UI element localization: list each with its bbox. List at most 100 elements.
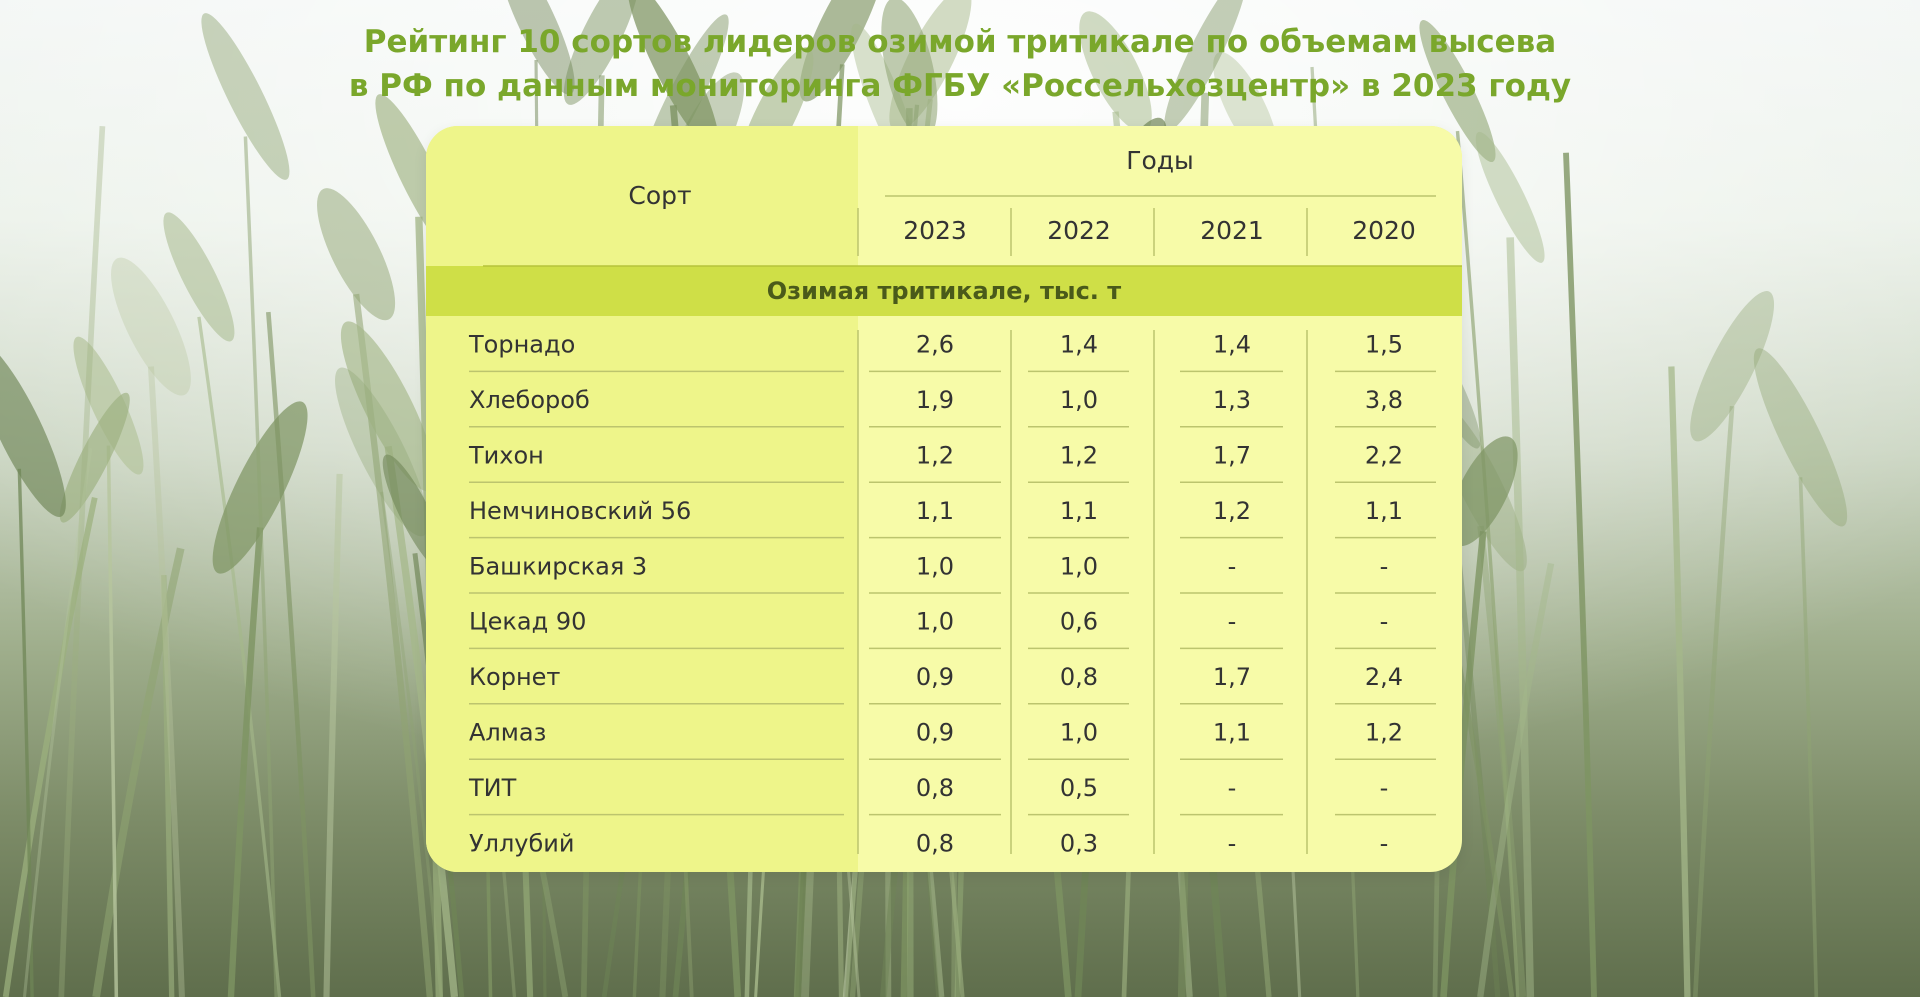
section-band xyxy=(426,266,1462,316)
wheat-stalk xyxy=(1668,366,1691,997)
title-line-2: в РФ по данным мониторинга ФГБУ «Россель… xyxy=(348,68,1572,104)
wheat-stalk xyxy=(384,445,459,997)
table-row: Башкирская 3 1,0 1,0 - - xyxy=(469,552,1436,594)
cell-value-2022: 1,0 xyxy=(1060,552,1098,580)
wheat-ear xyxy=(111,257,191,396)
variety-name: Алмаз xyxy=(469,719,546,747)
cell-value-2021: 1,7 xyxy=(1213,663,1251,691)
cell-value-2023: 1,0 xyxy=(916,552,954,580)
column-header-2023: 2023 xyxy=(903,216,967,245)
wheat-ear xyxy=(1164,0,1247,132)
wheat-stalk xyxy=(106,445,119,997)
section-label: Озимая тритикале, тыс. т xyxy=(767,277,1122,305)
wheat-stalk xyxy=(2,497,98,997)
cell-value-2023: 1,0 xyxy=(916,608,954,636)
wheat-ear xyxy=(317,188,396,321)
cell-value-2020: 3,8 xyxy=(1365,386,1403,414)
table-row: Хлебороб 1,9 1,0 1,3 3,8 xyxy=(469,386,1436,428)
wheat-ear xyxy=(881,0,938,139)
table-row: Корнет 0,9 0,8 1,7 2,4 xyxy=(469,663,1436,705)
column-header-2022: 2022 xyxy=(1047,216,1111,245)
variety-name: Немчиновский 56 xyxy=(469,497,691,525)
ranking-table: Сорт Годы 2023 2022 2021 2020 Озимая тритикале… xyxy=(426,126,1462,872)
cell-value-2021: 1,3 xyxy=(1213,386,1251,414)
page-title: Рейтинг 10 сортов лидеров озимой тритика… xyxy=(0,20,1920,108)
wheat-ear xyxy=(201,13,290,180)
wheat-ear xyxy=(497,0,575,95)
cell-value-2022: 1,0 xyxy=(1060,719,1098,747)
table-canvas: Сорт Годы 2023 2022 2021 2020 Озимая тритикале… xyxy=(426,126,1462,872)
cell-value-2021: - xyxy=(1228,608,1237,636)
variety-name: Корнет xyxy=(469,663,560,691)
cell-value-2023: 1,2 xyxy=(916,442,954,470)
wheat-stalk xyxy=(266,311,316,997)
cell-value-2020: 1,2 xyxy=(1365,719,1403,747)
row-header: Сорт xyxy=(628,181,691,210)
table-row: Торнадо 2,6 1,4 1,4 1,5 xyxy=(468,331,1436,373)
wheat-stalk xyxy=(147,366,185,997)
table-row: Уллубий 0,8 0,3 - - xyxy=(469,829,1388,857)
wheat-ear xyxy=(563,0,640,105)
wheat-ear xyxy=(1475,131,1545,263)
wheat-stalk xyxy=(1798,477,1819,997)
cell-value-2022: 0,3 xyxy=(1060,829,1098,857)
wheat-stalk xyxy=(1692,406,1735,997)
cell-value-2022: 0,8 xyxy=(1060,663,1098,691)
cell-value-2021: 1,1 xyxy=(1213,719,1251,747)
cell-value-2023: 0,8 xyxy=(916,774,954,802)
table-row: Немчиновский 56 1,1 1,1 1,2 1,1 xyxy=(469,497,1436,539)
column-header-2021: 2021 xyxy=(1200,216,1264,245)
cell-value-2021: 1,7 xyxy=(1213,442,1251,470)
wheat-stalk xyxy=(1477,562,1555,997)
cell-value-2021: - xyxy=(1228,552,1237,580)
variety-name: Торнадо xyxy=(468,331,575,359)
cell-value-2023: 0,9 xyxy=(916,719,954,747)
table-row: ТИТ 0,8 0,5 - - xyxy=(468,774,1436,816)
cell-value-2021: - xyxy=(1228,829,1237,857)
wheat-stalk xyxy=(92,547,185,997)
title-line-1: Рейтинг 10 сортов лидеров озимой тритика… xyxy=(363,24,1557,60)
cell-value-2023: 0,8 xyxy=(916,829,954,857)
cell-value-2022: 1,0 xyxy=(1060,386,1098,414)
cell-value-2022: 1,4 xyxy=(1060,331,1098,359)
cell-value-2023: 1,1 xyxy=(916,497,954,525)
cell-value-2020: - xyxy=(1380,774,1389,802)
cell-value-2023: 0,9 xyxy=(916,663,954,691)
wheat-stalk xyxy=(22,447,93,997)
cell-value-2021: 1,4 xyxy=(1213,331,1251,359)
wheat-stalk xyxy=(197,316,282,997)
cell-value-2020: 1,1 xyxy=(1365,497,1403,525)
cell-value-2022: 1,2 xyxy=(1060,442,1098,470)
cell-value-2020: - xyxy=(1380,552,1389,580)
variety-name: Цекад 90 xyxy=(469,608,586,636)
column-header-2020: 2020 xyxy=(1352,216,1416,245)
wheat-stalk xyxy=(243,136,278,997)
variety-name: Тихон xyxy=(468,442,544,470)
wheat-ear xyxy=(163,212,235,342)
wheat-ear xyxy=(340,321,436,492)
wheat-stalk xyxy=(1506,237,1535,997)
wheat-ear xyxy=(1753,348,1848,527)
wheat-stalk xyxy=(161,575,175,997)
wheat-ear xyxy=(627,0,719,151)
wheat-ear xyxy=(1079,11,1152,133)
group-header: Годы xyxy=(1126,146,1194,175)
variety-name: Хлебороб xyxy=(469,386,590,414)
cell-value-2021: - xyxy=(1228,774,1237,802)
cell-value-2022: 0,5 xyxy=(1060,774,1098,802)
wheat-stalk xyxy=(323,473,343,997)
wheat-ear xyxy=(799,0,886,102)
cell-value-2020: - xyxy=(1380,829,1389,857)
variety-name: Башкирская 3 xyxy=(469,552,647,580)
wheat-ear xyxy=(59,392,130,523)
variety-name: ТИТ xyxy=(468,774,517,802)
wheat-stalk xyxy=(17,468,34,997)
wheat-stalk xyxy=(227,527,264,997)
wheat-ear xyxy=(73,336,144,475)
variety-name: Уллубий xyxy=(469,829,575,857)
wheat-stalk xyxy=(1455,130,1520,997)
wheat-ear xyxy=(1419,20,1496,163)
cell-value-2022: 1,1 xyxy=(1060,497,1098,525)
wheat-ear xyxy=(0,340,66,517)
cell-value-2020: - xyxy=(1380,608,1389,636)
